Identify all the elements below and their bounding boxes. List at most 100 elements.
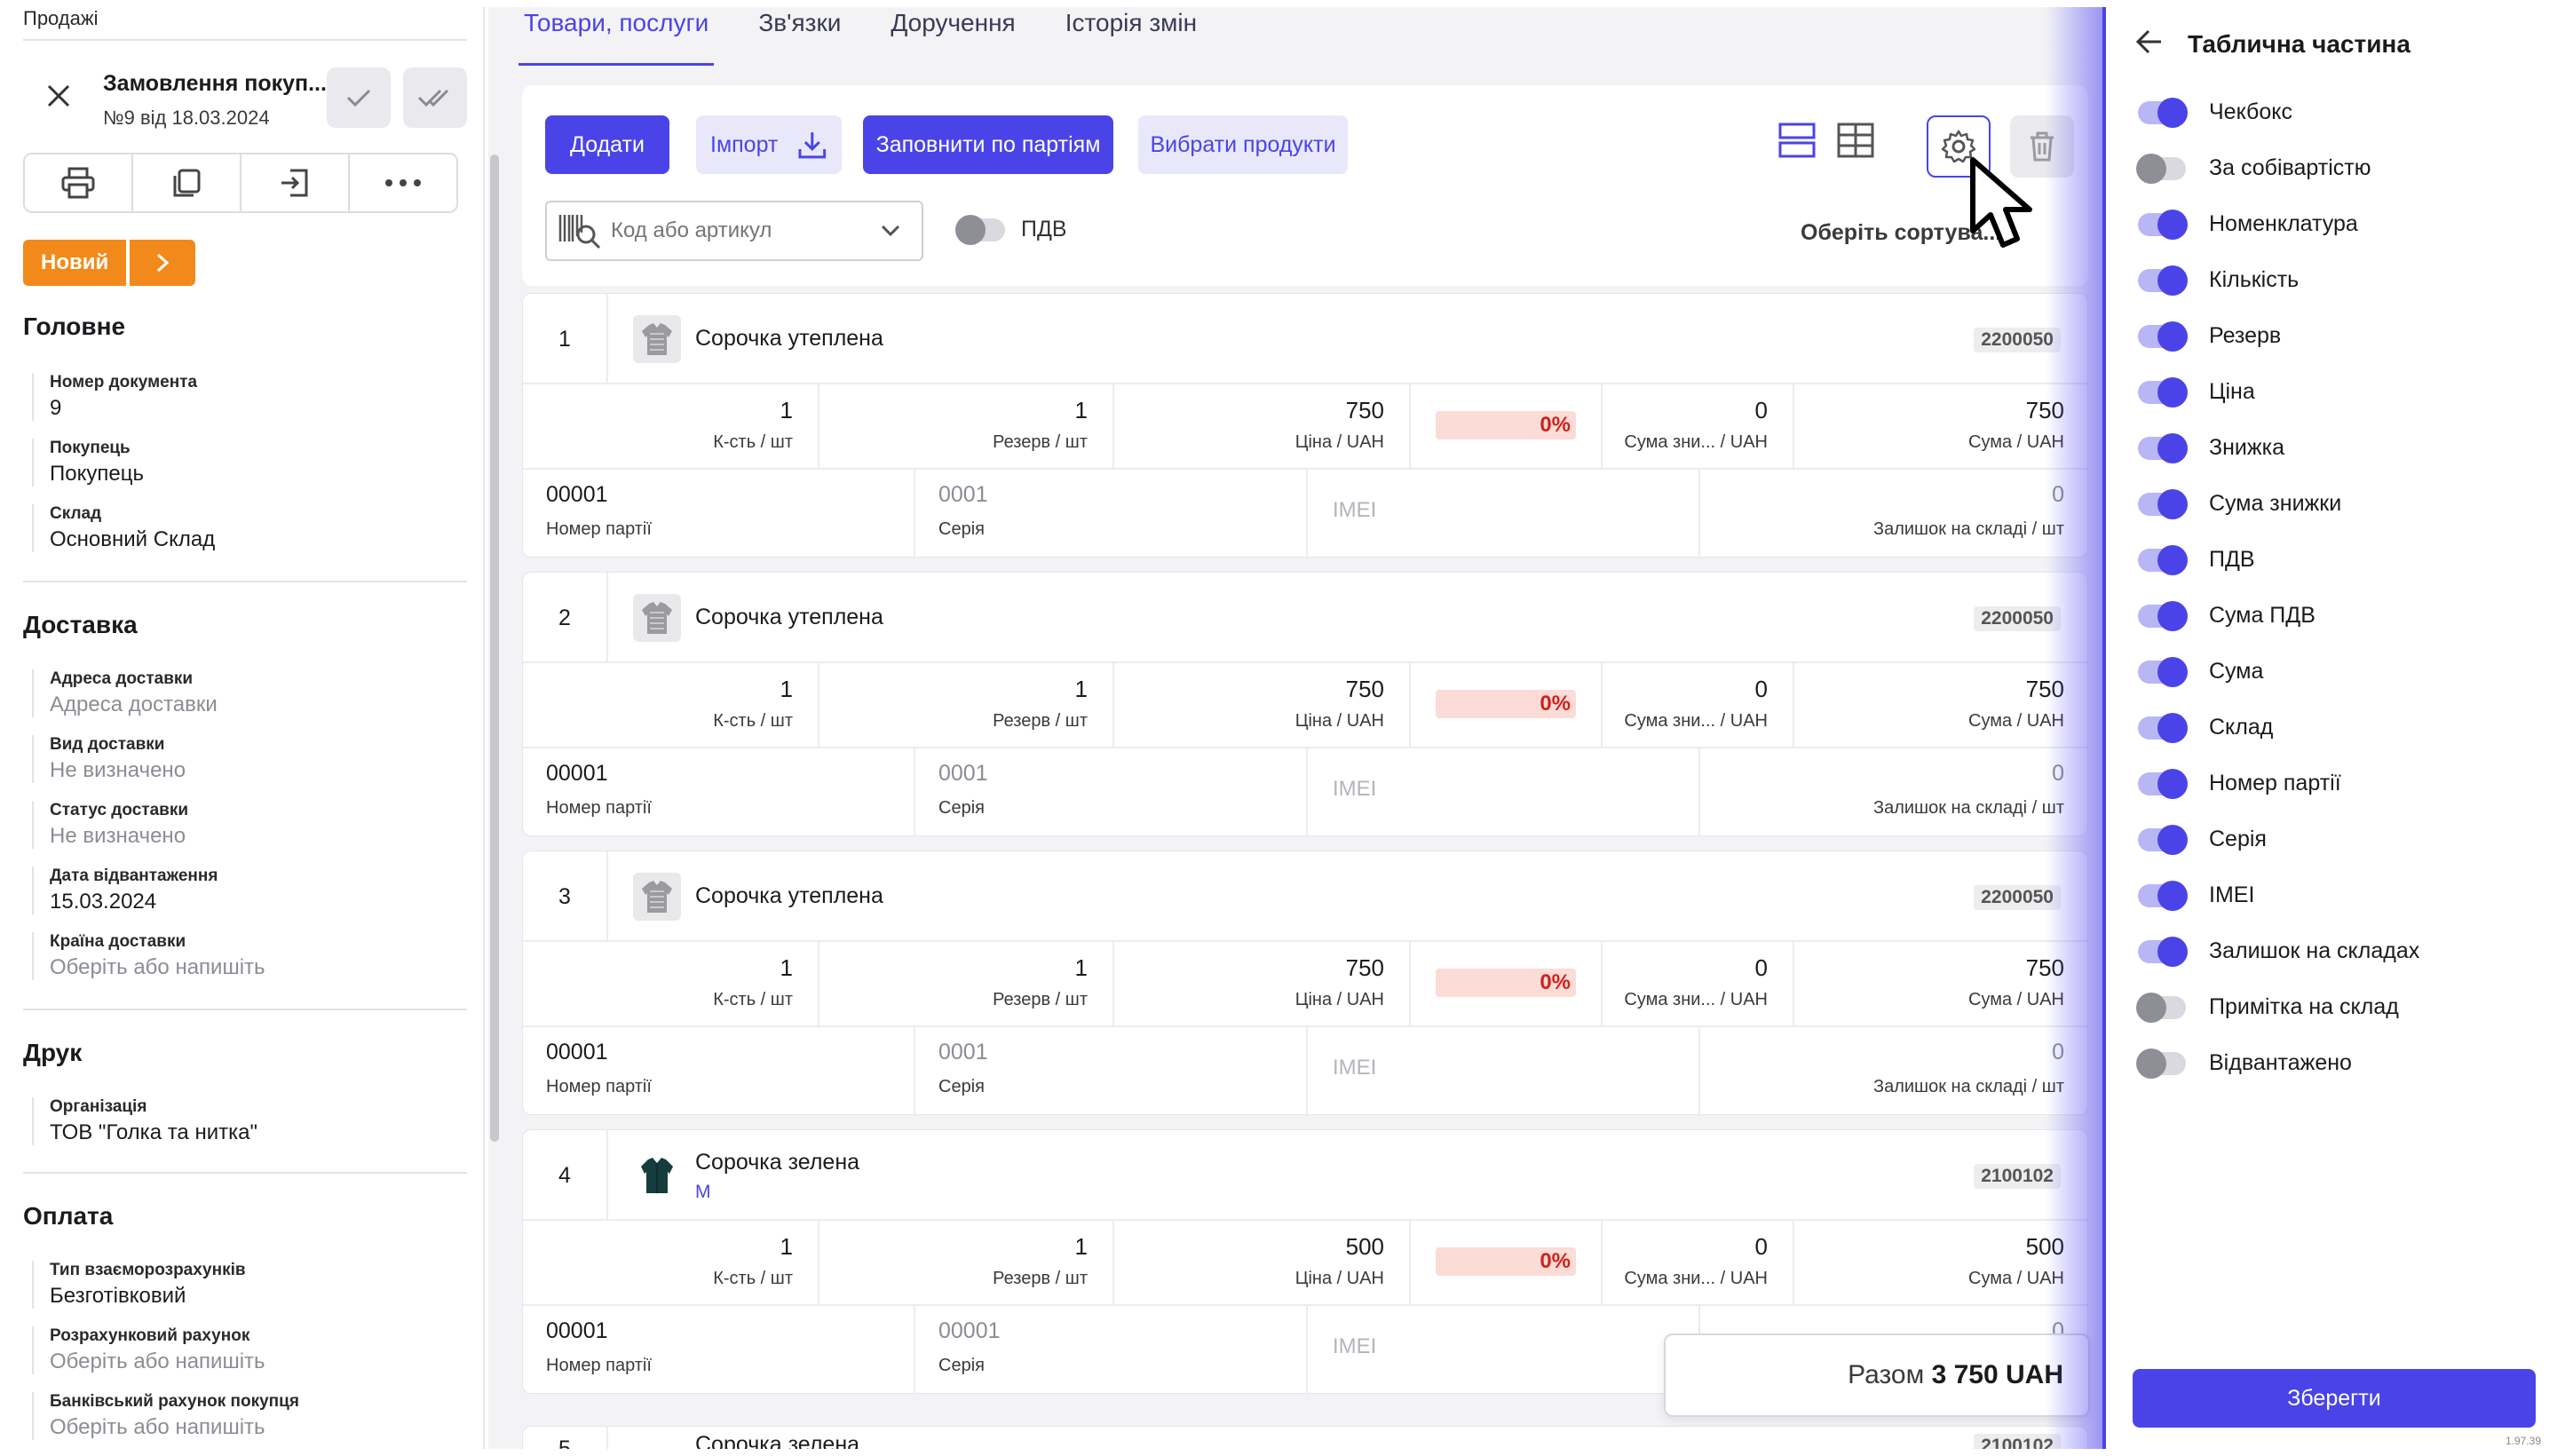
column-toggle[interactable] [2138,936,2188,967]
customer-field[interactable]: Покупець Покупець [32,439,144,487]
discount-sum-cell[interactable]: 0 Сума зни... / UAH [1603,1221,1794,1306]
create-based-on-button[interactable] [241,154,350,211]
status-badge[interactable]: Новий [23,240,127,286]
reserve-cell[interactable]: 1 Резерв / шт [819,1221,1114,1306]
delivery-type-field[interactable]: Вид доставки Не визначено [32,735,186,783]
imei-cell[interactable]: IMEI [1308,1306,1700,1395]
qty-cell[interactable]: 1 К-сть / шт [523,384,819,470]
price-cell[interactable]: 750 Ціна / UAH [1114,663,1411,748]
organization-field[interactable]: Організація ТОВ "Голка та нитка" [32,1097,257,1145]
column-option[interactable]: Примітка на склад [2136,992,2399,1023]
item-name[interactable]: Сорочка утеплена [695,883,883,908]
settings-button[interactable] [1927,115,1991,178]
qty-cell[interactable]: 1 К-сть / шт [523,942,819,1027]
reserve-cell[interactable]: 1 Резерв / шт [819,663,1114,748]
column-toggle[interactable] [2138,97,2188,128]
shipment-date-field[interactable]: Дата відвантаження 15.03.2024 [32,866,218,914]
column-toggle[interactable] [2136,153,2186,184]
column-toggle[interactable] [2138,432,2188,463]
add-button[interactable]: Додати [545,115,669,174]
column-option[interactable]: Кількість [2138,265,2299,296]
column-option[interactable]: Серія [2138,824,2267,855]
list-view-toggle[interactable] [1777,121,1817,164]
column-toggle[interactable] [2138,768,2188,799]
column-toggle[interactable] [2138,320,2188,352]
breadcrumb[interactable]: Продажі [23,7,99,29]
imei-cell[interactable]: IMEI [1308,470,1700,558]
copy-button[interactable] [133,154,241,211]
column-option[interactable]: Відвантажено [2136,1048,2352,1079]
search-field[interactable] [611,218,868,243]
approve-button[interactable] [327,67,391,128]
column-option[interactable]: Склад [2138,712,2273,743]
save-button[interactable]: Зберегти [2133,1369,2536,1428]
sort-selector[interactable]: Оберіть сортува... [1801,220,2002,245]
vat-switch[interactable]: ПДВ [955,214,1067,245]
batch-cell[interactable]: 00001 Номер партії [523,748,915,837]
column-option[interactable]: Сума ПДВ [2138,600,2316,631]
chevron-down-icon[interactable] [881,225,900,237]
column-option[interactable]: Сума знижки [2138,488,2341,519]
qty-cell[interactable]: 1 К-сть / шт [523,663,819,748]
column-toggle[interactable] [2138,712,2188,743]
price-cell[interactable]: 750 Ціна / UAH [1114,942,1411,1027]
discount-sum-cell[interactable]: 0 Сума зни... / UAH [1603,942,1794,1027]
item-name[interactable]: Сорочка утеплена [695,326,883,351]
series-cell[interactable]: 0001 Серія [915,748,1308,837]
next-status-button[interactable] [130,240,196,286]
column-option[interactable]: Ціна [2138,376,2255,408]
batch-cell[interactable]: 00001 Номер партії [523,1306,915,1395]
column-option[interactable]: ПДВ [2138,544,2255,575]
tab-goods-services[interactable]: Товари, послуги [519,9,715,66]
price-cell[interactable]: 500 Ціна / UAH [1114,1221,1411,1306]
column-toggle[interactable] [2138,488,2188,519]
column-option[interactable]: Чекбокс [2138,97,2292,128]
discount-cell[interactable]: 0% [1411,663,1603,748]
settlement-account-field[interactable]: Розрахунковий рахунок Оберіть або напиші… [32,1326,265,1374]
column-toggle[interactable] [2138,600,2188,631]
column-toggle[interactable] [2138,656,2188,687]
close-button[interactable] [41,78,76,114]
approve-and-close-button[interactable] [403,67,467,128]
sidebar-scrollbar-thumb[interactable] [490,154,499,1142]
print-button[interactable] [25,154,133,211]
tab-power-of-attorney[interactable]: Доручення [891,9,1016,36]
import-button[interactable]: Імпорт [696,115,842,174]
warehouse-field[interactable]: Склад Основний Склад [32,504,215,552]
table-view-toggle[interactable] [1836,121,1875,164]
back-button[interactable] [2134,27,2165,61]
series-cell[interactable]: 0001 Серія [915,1027,1308,1116]
doc-number-field[interactable]: Номер документа 9 [32,373,197,421]
item-card[interactable]: 3 Сорочка утеплена 2200050 1 К-сть / шт … [522,851,2088,1116]
column-toggle[interactable] [2138,544,2188,575]
qty-cell[interactable]: 1 К-сть / шт [523,1221,819,1306]
column-toggle[interactable] [2136,992,2186,1023]
column-toggle[interactable] [2138,265,2188,296]
search-input[interactable] [545,201,923,261]
vat-toggle[interactable] [955,214,1005,245]
item-card[interactable]: 2 Сорочка утеплена 2200050 1 К-сть / шт … [522,572,2088,837]
settlement-type-field[interactable]: Тип взаєморозрахунків Безготівковий [32,1261,246,1309]
discount-sum-cell[interactable]: 0 Сума зни... / UAH [1603,663,1794,748]
column-toggle[interactable] [2138,376,2188,408]
item-card-partial[interactable]: 5 Сорочка зелена 2100102 [522,1426,2088,1449]
column-option[interactable]: За собівартістю [2136,153,2371,184]
price-cell[interactable]: 750 Ціна / UAH [1114,384,1411,470]
column-option[interactable]: Резерв [2138,320,2281,352]
imei-cell[interactable]: IMEI [1308,748,1700,837]
column-option[interactable]: Номер партії [2138,768,2341,799]
series-cell[interactable]: 00001 Серія [915,1306,1308,1395]
discount-cell[interactable]: 0% [1411,1221,1603,1306]
discount-cell[interactable]: 0% [1411,942,1603,1027]
column-option[interactable]: Залишок на складах [2138,936,2419,967]
customer-bank-account-field[interactable]: Банківський рахунок покупця Оберіть або … [32,1392,299,1440]
reserve-cell[interactable]: 1 Резерв / шт [819,942,1114,1027]
column-toggle[interactable] [2138,824,2188,855]
column-option[interactable]: Знижка [2138,432,2284,463]
delivery-country-field[interactable]: Країна доставки Оберіть або напишіть [32,932,265,980]
item-name[interactable]: Сорочка утеплена [695,605,883,629]
item-name[interactable]: Сорочка зелена [695,1150,860,1175]
sum-cell[interactable]: 750 Сума / UAH [1794,384,2089,470]
column-option[interactable]: IMEI [2138,880,2254,911]
column-toggle[interactable] [2138,880,2188,911]
